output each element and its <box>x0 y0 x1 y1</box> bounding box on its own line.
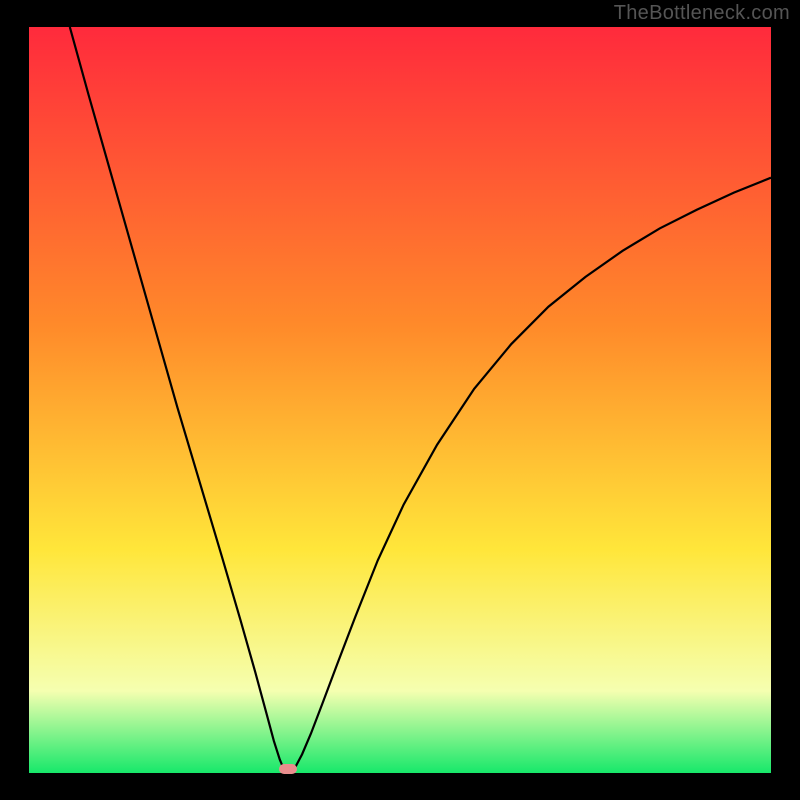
curve-svg <box>29 27 771 773</box>
chart-container: TheBottleneck.com <box>0 0 800 800</box>
plot-area <box>29 27 771 773</box>
bottleneck-curve <box>70 27 771 772</box>
optimum-marker <box>279 764 297 774</box>
watermark-text: TheBottleneck.com <box>614 2 790 25</box>
